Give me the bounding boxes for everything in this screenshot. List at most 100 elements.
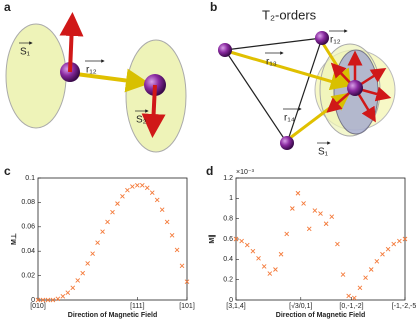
point xyxy=(174,247,180,253)
atom xyxy=(218,43,232,57)
point xyxy=(85,261,90,266)
vector-label: r₁₂ xyxy=(330,35,341,46)
y-tick-label: 0 xyxy=(31,297,35,304)
point xyxy=(130,184,135,189)
spin-arrow xyxy=(141,84,166,138)
point xyxy=(154,197,160,203)
bond-arrow xyxy=(229,50,349,91)
y-tick-label: 1 xyxy=(229,195,233,202)
point xyxy=(100,229,105,234)
vector-label: S₁ xyxy=(318,147,329,158)
point xyxy=(335,241,340,247)
y-tick-label: 1.2 xyxy=(223,175,233,182)
point xyxy=(385,246,391,252)
point xyxy=(244,242,250,248)
point xyxy=(184,279,190,285)
point xyxy=(149,190,155,195)
point xyxy=(295,190,301,196)
point xyxy=(115,201,120,206)
point xyxy=(397,238,402,244)
point xyxy=(90,251,95,256)
y-axis-label: M∥ xyxy=(208,234,216,243)
point xyxy=(368,267,374,272)
point xyxy=(306,226,312,232)
vector-label: S₂ xyxy=(136,115,147,126)
point xyxy=(164,219,170,225)
point xyxy=(351,295,357,301)
frame xyxy=(223,37,323,145)
vector-label: S₁ xyxy=(20,47,31,58)
x-tick-label: [√3/0,1] xyxy=(289,302,312,310)
y-tick-label: 0.6 xyxy=(223,236,233,243)
point xyxy=(35,297,41,303)
point xyxy=(144,185,150,191)
point xyxy=(179,263,185,269)
point xyxy=(40,297,46,303)
y-tick-label: 0.1 xyxy=(25,175,35,182)
panel-label: a xyxy=(4,0,11,14)
y-tick-label: 0.02 xyxy=(21,272,35,279)
plot-area xyxy=(37,177,188,301)
x-tick-label: [101] xyxy=(179,303,195,310)
vector-label: r₁₂ xyxy=(86,65,97,76)
point xyxy=(239,238,244,244)
point xyxy=(391,241,397,247)
point xyxy=(329,214,335,219)
point xyxy=(267,271,273,276)
bond-arrow xyxy=(75,68,150,93)
point xyxy=(323,221,329,227)
point xyxy=(159,207,165,213)
point xyxy=(65,290,71,295)
panel-label: b xyxy=(210,0,217,14)
x-axis-label: Direction of Magnetic Field xyxy=(276,312,365,319)
point xyxy=(95,240,100,245)
point xyxy=(278,251,284,257)
point xyxy=(250,248,256,254)
point xyxy=(233,236,239,242)
point xyxy=(55,296,61,302)
x-axis-label: Direction of Magnetic Field xyxy=(68,312,157,319)
point xyxy=(70,285,76,291)
point xyxy=(312,208,318,213)
point xyxy=(374,259,380,264)
point xyxy=(50,297,56,303)
panel-b: b T₂-orders r₁₂ r₁₃ r₁₄ S₁ xyxy=(210,0,396,158)
point xyxy=(363,275,368,280)
point xyxy=(380,251,385,257)
y-tick-label: 0 xyxy=(229,297,233,304)
point xyxy=(139,183,145,188)
point xyxy=(357,285,363,291)
y-axis-label: M⊥ xyxy=(10,233,18,245)
x-tick-label: [111] xyxy=(130,303,145,310)
atom xyxy=(280,136,294,150)
y-tick-label: 0.4 xyxy=(223,256,233,263)
panel-a: a S₁ r₁₂ S₂ xyxy=(4,0,187,153)
vector-label: r₁₃ xyxy=(266,57,277,68)
plane xyxy=(5,23,67,129)
point xyxy=(105,219,110,225)
panel-title: T₂-orders xyxy=(262,7,317,22)
spin-arrow xyxy=(59,12,84,73)
panel-label: c xyxy=(4,164,11,178)
y-tick-label: 0.04 xyxy=(21,248,35,255)
point xyxy=(261,264,267,269)
point xyxy=(75,278,81,283)
point xyxy=(135,183,140,188)
y-multiplier: ×10⁻³ xyxy=(236,169,255,176)
x-tick-label: [010] xyxy=(30,303,46,310)
x-tick-label: [-1,-2,-5] xyxy=(392,303,416,310)
point xyxy=(256,255,261,261)
point xyxy=(60,294,66,299)
point xyxy=(318,211,323,216)
y-tick-label: 0.06 xyxy=(21,224,35,231)
x-tick-label: [0,-1,-2] xyxy=(339,303,363,310)
y-tick-label: 0.8 xyxy=(223,216,233,223)
point xyxy=(284,231,290,237)
point xyxy=(301,201,306,206)
point xyxy=(273,267,278,272)
point xyxy=(110,209,115,215)
point xyxy=(80,270,86,276)
atom xyxy=(315,31,329,45)
y-tick-label: 0.2 xyxy=(223,277,233,284)
